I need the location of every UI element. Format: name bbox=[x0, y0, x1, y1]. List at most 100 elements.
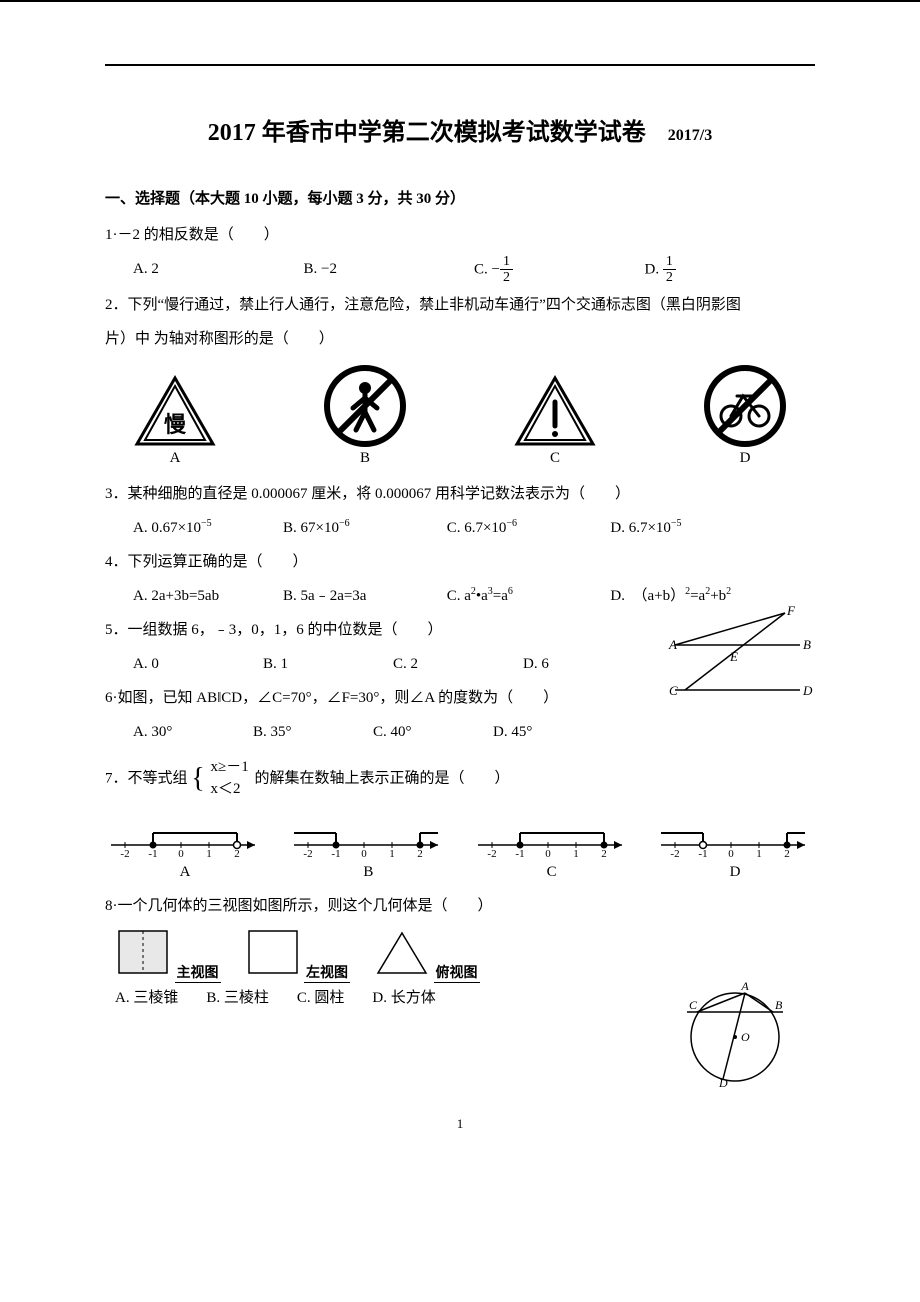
q1-options: A. 2 B. −2 C. −12 D. 12 bbox=[105, 254, 815, 286]
svg-text:-2: -2 bbox=[670, 848, 679, 859]
q8-opt-a: A. 三棱锥 bbox=[115, 983, 178, 1013]
numline-a-icon: -2-1012 bbox=[105, 819, 265, 864]
exam-page: 2017 年香市中学第二次模拟考试数学试卷 2017/3 一、选择题（本大题 1… bbox=[0, 0, 920, 1172]
q6-figure: A B C D E F bbox=[665, 605, 815, 710]
svg-text:A: A bbox=[668, 637, 677, 652]
svg-text:-1: -1 bbox=[332, 848, 341, 859]
q3-options: A. 0.67×10−5 B. 67×10−6 C. 6.7×10−6 D. 6… bbox=[105, 513, 815, 543]
svg-text:A: A bbox=[740, 979, 749, 993]
page-number: 1 bbox=[105, 1116, 815, 1132]
q2-signs: 慢 bbox=[105, 358, 815, 450]
q2-labels: A B C D bbox=[105, 450, 815, 475]
q8-opt-d: D. 长方体 bbox=[372, 983, 435, 1013]
front-view-icon: 主视图 bbox=[115, 927, 221, 983]
q7-numlines: -2 -1 0 1 2 -2 -1 0 1 2 bbox=[105, 811, 815, 864]
q5-opt-d: D. 6 bbox=[523, 649, 653, 679]
q8-opt-b: B. 三棱柱 bbox=[206, 983, 269, 1013]
svg-text:B: B bbox=[775, 998, 783, 1012]
q4-options: A. 2a+3b=5ab B. 5a﹣2a=3a C. a2•a3=a6 D. … bbox=[105, 581, 815, 611]
sign-warning-icon bbox=[495, 374, 615, 448]
q3-opt-a: A. 0.67×10−5 bbox=[133, 513, 283, 543]
q7-stem: 7．不等式组 { x≥－1x＜2 的解集在数轴上表示正确的是（ ） bbox=[105, 751, 815, 807]
svg-text:2: 2 bbox=[234, 848, 240, 859]
q5-opt-c: C. 2 bbox=[393, 649, 523, 679]
q1-d-prefix: D. bbox=[645, 261, 663, 277]
q6-opt-c: C. 40° bbox=[373, 717, 493, 747]
q4-stem: 4．下列运算正确的是（ ） bbox=[105, 547, 815, 577]
svg-text:-2: -2 bbox=[487, 848, 496, 859]
q7-stem-pre: 7．不等式组 bbox=[105, 770, 188, 786]
q1-opt-a: A. 2 bbox=[133, 254, 304, 286]
q4-opt-b: B. 5a﹣2a=3a bbox=[283, 581, 447, 611]
q3-stem: 3．某种细胞的直径是 0.000067 厘米，将 0.000067 用科学记数法… bbox=[105, 479, 815, 509]
q4-opt-c: C. a2•a3=a6 bbox=[447, 581, 611, 611]
q3-opt-d: D. 6.7×10−5 bbox=[610, 513, 815, 543]
q1-opt-d: D. 12 bbox=[645, 254, 816, 286]
svg-text:D: D bbox=[718, 1076, 728, 1087]
page-date: 2017/3 bbox=[668, 127, 712, 145]
svg-text:-2: -2 bbox=[304, 848, 313, 859]
svg-text:2: 2 bbox=[601, 848, 607, 859]
svg-text:0: 0 bbox=[178, 848, 184, 859]
svg-text:慢: 慢 bbox=[164, 412, 187, 437]
numline-d-icon: -2-1012 bbox=[655, 819, 815, 864]
q3-opt-c: C. 6.7×10−6 bbox=[447, 513, 611, 543]
svg-text:-1: -1 bbox=[698, 848, 707, 859]
svg-text:E: E bbox=[729, 649, 738, 664]
q8-opt-c: C. 圆柱 bbox=[297, 983, 345, 1013]
q5-options: A. 0 B. 1 C. 2 D. 6 bbox=[105, 649, 653, 679]
q7-label-b: B bbox=[288, 864, 448, 881]
q2-label-c: C bbox=[495, 450, 615, 467]
title-row: 2017 年香市中学第二次模拟考试数学试卷 2017/3 bbox=[105, 112, 815, 147]
q2-stem-1: 2．下列“慢行通过，禁止行人通行，注意危险，禁止非机动车通行”四个交通标志图（黑… bbox=[105, 290, 815, 320]
q3-opt-b: B. 67×10−6 bbox=[283, 513, 447, 543]
q7-stem-post: 的解集在数轴上表示正确的是（ ） bbox=[254, 770, 509, 786]
q4-opt-a: A. 2a+3b=5ab bbox=[133, 581, 283, 611]
svg-text:2: 2 bbox=[418, 848, 424, 859]
fraction-icon: 12 bbox=[663, 254, 676, 286]
q7-system: x≥－1x＜2 bbox=[208, 756, 250, 801]
brace-icon: { bbox=[191, 763, 204, 794]
q6-opt-a: A. 30° bbox=[133, 717, 253, 747]
q6-opt-d: D. 45° bbox=[493, 717, 613, 747]
svg-text:0: 0 bbox=[545, 848, 551, 859]
sign-no-pedestrian-icon bbox=[305, 364, 425, 448]
svg-text:O: O bbox=[741, 1030, 750, 1044]
sign-no-bicycle-icon bbox=[685, 364, 805, 448]
section-1-heading: 一、选择题（本大题 10 小题，每小题 3 分，共 30 分） bbox=[105, 187, 815, 208]
q2-label-b: B bbox=[305, 450, 425, 467]
svg-text:1: 1 bbox=[573, 848, 579, 859]
svg-text:1: 1 bbox=[756, 848, 762, 859]
fraction-icon: 12 bbox=[500, 254, 513, 286]
numline-b-icon: -2-1012 bbox=[288, 819, 448, 864]
svg-text:0: 0 bbox=[728, 848, 734, 859]
q8-options: A. 三棱锥 B. 三棱柱 C. 圆柱 D. 长方体 bbox=[105, 983, 675, 1013]
q4-opt-d: D. （a+b）2=a2+b2 bbox=[610, 581, 815, 611]
q1-stem: 1·－2 的相反数是（ ） bbox=[105, 220, 815, 250]
q7-label-c: C bbox=[472, 864, 632, 881]
q6-options: A. 30° B. 35° C. 40° D. 45° bbox=[105, 717, 653, 747]
q5-opt-a: A. 0 bbox=[133, 649, 263, 679]
svg-text:D: D bbox=[802, 683, 813, 698]
svg-text:-1: -1 bbox=[515, 848, 524, 859]
page-title: 2017 年香市中学第二次模拟考试数学试卷 bbox=[208, 112, 646, 147]
q8-stem: 8·一个几何体的三视图如图所示，则这个几何体是（ ） bbox=[105, 891, 815, 921]
svg-text:C: C bbox=[689, 998, 698, 1012]
svg-text:1: 1 bbox=[206, 848, 212, 859]
svg-text:B: B bbox=[803, 637, 811, 652]
q6-opt-b: B. 35° bbox=[253, 717, 373, 747]
q9-figure: A C B O D bbox=[675, 977, 795, 1092]
numline-c-icon: -2 -1 0 1 2 bbox=[472, 819, 632, 864]
svg-text:1: 1 bbox=[390, 848, 396, 859]
left-view-icon: 左视图 bbox=[245, 927, 351, 983]
sign-slow-icon: 慢 bbox=[115, 374, 235, 448]
q1-opt-b: B. −2 bbox=[304, 254, 475, 286]
q7-label-d: D bbox=[655, 864, 815, 881]
q1-opt-c: C. −12 bbox=[474, 254, 645, 286]
top-view-icon: 俯视图 bbox=[374, 927, 480, 983]
q1-c-prefix: C. − bbox=[474, 261, 500, 277]
q2-stem-2: 片）中 为轴对称图形的是（ ） bbox=[105, 324, 815, 354]
svg-text:C: C bbox=[669, 683, 678, 698]
q2-label-d: D bbox=[685, 450, 805, 467]
q7-label-a: A bbox=[105, 864, 265, 881]
